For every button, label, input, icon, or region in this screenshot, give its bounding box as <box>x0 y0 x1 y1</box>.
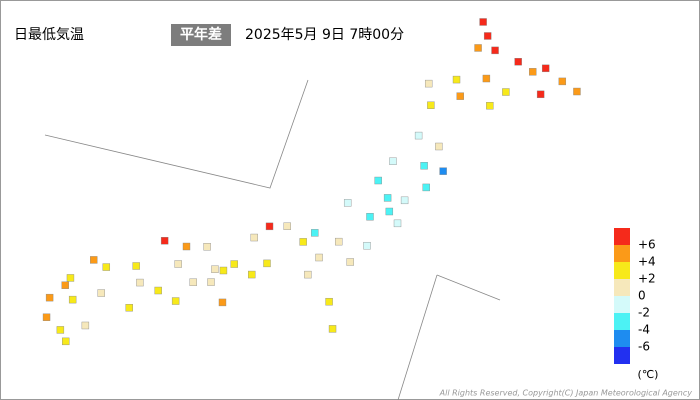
station-marker <box>81 321 90 330</box>
station-marker <box>132 262 140 270</box>
station-marker <box>219 266 228 275</box>
station-marker <box>203 243 211 251</box>
station-marker <box>366 213 374 221</box>
station-marker <box>263 259 271 268</box>
station-marker <box>435 142 443 151</box>
station-marker <box>207 278 215 286</box>
legend-label: +4 <box>638 255 656 269</box>
station-marker <box>536 90 545 99</box>
stations <box>42 18 581 346</box>
station-marker <box>420 162 428 170</box>
legend-swatch <box>614 245 630 262</box>
station-marker <box>363 241 371 250</box>
station-marker <box>486 102 494 110</box>
legend-label: +6 <box>638 238 656 252</box>
legend-swatch <box>614 330 630 347</box>
legend-unit: (℃) <box>638 368 659 381</box>
station-marker <box>56 326 65 334</box>
station-marker <box>102 263 111 271</box>
station-marker <box>125 304 133 312</box>
station-marker <box>160 237 169 245</box>
station-marker <box>62 337 70 346</box>
station-marker <box>558 77 567 86</box>
station-marker <box>439 167 447 175</box>
legend-label: -2 <box>638 306 650 320</box>
station-marker <box>514 58 522 66</box>
station-marker <box>90 256 98 264</box>
station-marker <box>171 297 180 305</box>
station-marker <box>304 270 312 279</box>
legend-label: +2 <box>638 272 656 286</box>
station-marker <box>250 233 258 242</box>
copyright: All Rights Reserved, Copyright(C) Japan … <box>439 389 693 398</box>
station-marker <box>211 265 219 273</box>
station-marker <box>491 46 499 55</box>
station-marker <box>189 278 197 286</box>
badge: 平年差 <box>180 26 222 43</box>
station-marker <box>474 44 482 52</box>
station-marker <box>325 297 333 306</box>
legend-label: 0 <box>638 289 646 303</box>
station-marker <box>424 79 433 88</box>
station-marker <box>315 253 323 262</box>
legend-swatch <box>614 262 630 279</box>
station-marker <box>541 64 550 73</box>
station-marker <box>68 295 77 304</box>
station-marker <box>502 88 510 96</box>
inset-borders <box>44 79 501 400</box>
station-marker <box>529 68 537 76</box>
station-marker <box>230 260 238 268</box>
station-marker <box>374 176 382 185</box>
station-marker <box>483 32 492 40</box>
station-marker <box>452 75 461 84</box>
station-marker <box>427 101 435 109</box>
station-marker <box>97 289 105 297</box>
badge-box <box>171 24 231 46</box>
station-marker <box>61 281 69 289</box>
station-marker <box>66 274 75 282</box>
station-marker <box>422 183 430 192</box>
station-marker <box>385 207 394 216</box>
title: 日最低気温 <box>14 27 84 43</box>
station-marker <box>311 229 319 237</box>
station-marker <box>218 298 227 307</box>
station-marker <box>343 199 352 207</box>
station-marker <box>414 131 423 140</box>
station-marker <box>182 242 191 251</box>
station-marker <box>174 260 182 268</box>
station-marker <box>346 258 354 266</box>
station-marker <box>334 237 343 246</box>
station-marker <box>479 18 487 26</box>
legend-swatch <box>614 313 630 330</box>
legend-label: -6 <box>638 340 650 354</box>
station-marker <box>265 222 274 231</box>
station-marker <box>248 270 256 279</box>
station-marker <box>400 196 409 205</box>
legend-swatch <box>614 228 630 245</box>
legend-label: -4 <box>638 323 650 337</box>
legend-swatch <box>614 279 630 296</box>
station-marker <box>283 222 291 230</box>
legend-swatch <box>614 347 630 364</box>
station-marker <box>482 74 491 83</box>
station-marker <box>299 238 307 246</box>
station-marker <box>383 194 392 202</box>
datetime: 2025年5月 9日 7時00分 <box>245 27 404 43</box>
legend: +6 +4 +2 0 -2 -4 -6 <box>614 228 656 364</box>
station-marker <box>42 313 51 321</box>
station-marker <box>154 286 162 295</box>
station-marker <box>456 92 464 100</box>
station-marker <box>393 219 402 228</box>
station-marker <box>389 157 397 165</box>
legend-swatch <box>614 296 630 313</box>
station-marker <box>45 293 54 302</box>
station-marker <box>136 278 144 287</box>
station-marker <box>573 87 581 96</box>
station-marker <box>328 325 337 333</box>
